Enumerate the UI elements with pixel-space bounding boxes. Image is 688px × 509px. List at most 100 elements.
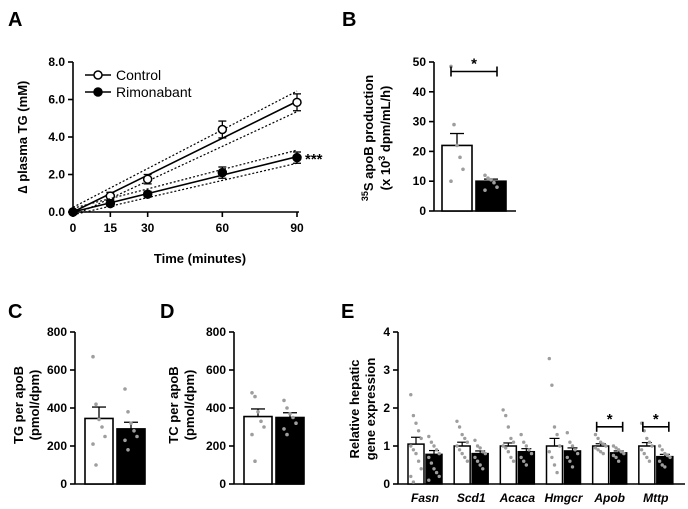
panel-e-datapoint: [504, 413, 508, 418]
panel-b-ylabel-line2: (x 103 dpm/mL/h): [377, 86, 393, 191]
panel-e-datapoint: [550, 455, 554, 460]
panel-d-datapoint-control: [253, 459, 257, 464]
panel-e-datapoint: [483, 451, 488, 456]
panel-a-rimonabant-ci-upper: [72, 149, 298, 209]
panel-a-significance: ***: [305, 151, 323, 168]
panel-e-datapoint: [601, 442, 605, 446]
panel-d-datapoint-control: [262, 425, 266, 429]
panel-e-datapoint: [524, 463, 529, 467]
panel-d-datapoint-control: [250, 432, 254, 437]
panel-c-datapoint-rimonabant: [129, 421, 133, 426]
panel-e-datapoint: [547, 356, 551, 361]
panel-e-datapoint: [473, 438, 477, 442]
panel-e-datapoint: [570, 444, 575, 448]
panel-a-rimonabant-point: [142, 189, 153, 199]
panel-b-ylabel-line1: 35S apoB production: [360, 75, 376, 201]
panel-d-ytick-label: 800: [206, 325, 226, 339]
panel-c-datapoint-control: [103, 434, 107, 439]
panel-e-datapoint: [524, 444, 529, 448]
panel-e-bar-scd1-control: [453, 445, 471, 485]
panel-e-datapoint: [429, 461, 434, 465]
panel-e-datapoint: [527, 448, 531, 452]
panel-c-datapoint-rimonabant: [126, 410, 130, 414]
legend-control-label: Control: [116, 67, 161, 83]
panel-a-xtick-label: 15: [104, 221, 118, 235]
panel-e-datapoint: [596, 436, 600, 441]
panel-label-b: B: [342, 9, 356, 31]
panel-e-datapoint: [576, 451, 580, 456]
panel-e-datapoint: [509, 455, 513, 460]
panel-a-control-point: [292, 97, 302, 108]
panel-e-datapoint: [552, 425, 557, 429]
panel-e-datapoint: [522, 440, 526, 444]
panel-e-ytick-label: 3: [383, 363, 390, 377]
panel-e-datapoint: [481, 450, 485, 454]
panel-e-datapoint: [427, 455, 431, 460]
panel-e-datapoint: [565, 455, 569, 460]
panel-e-datapoint: [604, 444, 608, 448]
panel-e-datapoint: [522, 459, 526, 463]
panel-e-datapoint: [660, 448, 664, 452]
panel-c-bar-control: [84, 417, 114, 485]
panel-e-datapoint: [596, 448, 600, 452]
panel-e-datapoint: [432, 444, 436, 448]
panel-e-datapoint: [663, 465, 667, 469]
panel-e-datapoint: [414, 451, 418, 456]
panel-e-datapoint: [568, 440, 572, 444]
panel-e-datapoint: [593, 432, 598, 437]
panel-e-datapoint: [665, 453, 670, 458]
panel-e-category-label: Hmgcr: [544, 491, 583, 505]
panel-e-category-label: Acaca: [499, 491, 536, 505]
panel-e-datapoint: [501, 408, 505, 412]
panel-e-datapoint: [639, 448, 644, 452]
panel-e-datapoint: [622, 451, 626, 456]
panel-b-ytick-label: 30: [413, 115, 427, 129]
panel-e-datapoint: [416, 429, 421, 433]
panel-b-datapoint-rimonabant: [492, 180, 496, 185]
panel-e-datapoint: [465, 459, 470, 463]
panel-e-datapoint: [411, 448, 416, 452]
panel-c-datapoint-rimonabant: [135, 434, 139, 439]
panel-a-ylabel: ∆ plasma TG (mM): [15, 81, 30, 194]
panel-e-datapoint: [573, 448, 577, 452]
panel-d-datapoint-control: [250, 391, 254, 395]
panel-d-ytick-label: 0: [219, 477, 226, 491]
panel-e-datapoint: [663, 451, 667, 456]
panel-e-datapoint: [614, 446, 618, 450]
panel-e-datapoint: [457, 425, 462, 429]
panel-e-datapoint: [455, 444, 459, 448]
panel-e-datapoint: [611, 444, 616, 448]
panel-b-datapoint-rimonabant: [483, 188, 487, 192]
panel-e-category-label: Mttp: [643, 491, 668, 505]
panel-a-xtick-label: 90: [290, 221, 304, 235]
panel-c-datapoint-control: [94, 402, 98, 407]
panel-e-datapoint: [478, 446, 482, 450]
panel-b-significance-star: *: [471, 56, 477, 73]
panel-e-datapoint: [416, 459, 421, 463]
panel-d-datapoint-rimonabant: [285, 432, 289, 437]
panel-a-xlabel: Time (minutes): [154, 251, 246, 266]
panel-a-ytick-label: 6.0: [48, 93, 65, 107]
panel-e-datapoint: [473, 455, 477, 460]
panel-a-rimonabant-point: [105, 198, 116, 209]
panel-e-datapoint: [427, 478, 431, 482]
panel-d-bar-rimonabant: [275, 416, 305, 485]
panel-e-datapoint: [547, 450, 551, 454]
panel-e-datapoint: [411, 480, 416, 484]
panel-label-d: D: [160, 301, 174, 323]
panel-d-datapoint-rimonabant: [291, 415, 295, 420]
panel-c-datapoint-control: [100, 425, 104, 429]
panel-e-datapoint: [437, 451, 441, 456]
panel-d-datapoint-control: [259, 419, 263, 424]
panel-c-datapoint-rimonabant: [126, 448, 130, 452]
panel-e-datapoint: [419, 467, 423, 471]
panel-b-datapoint-rimonabant: [495, 185, 499, 189]
panel-e-datapoint: [616, 448, 621, 452]
panel-b-ytick-label: 20: [413, 144, 427, 158]
panel-e-bar-mttp-control: [638, 445, 656, 485]
panel-e-datapoint: [475, 459, 480, 463]
panel-e-category-label: Scd1: [457, 491, 486, 505]
panel-e-datapoint: [645, 436, 649, 441]
panel-e-datapoint: [463, 436, 467, 441]
